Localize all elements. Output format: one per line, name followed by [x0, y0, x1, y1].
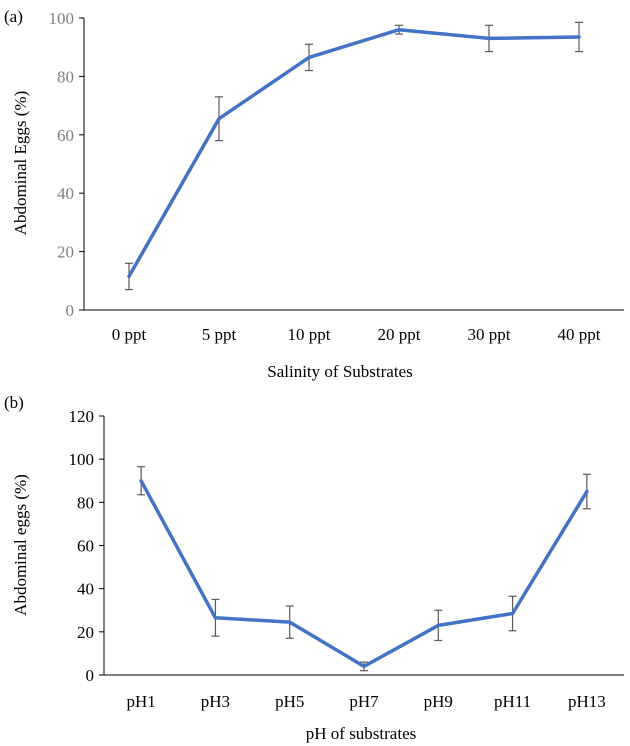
panel-a-error-bars [125, 21, 583, 291]
panel-a-x-tick-label: 30 ppt [468, 325, 511, 344]
panel-a-x-tick-label: 5 ppt [202, 325, 237, 344]
panel-b-x-tick-label: pH1 [127, 692, 156, 711]
panel-b-x-tick-label: pH13 [568, 692, 606, 711]
panel-b-label: (b) [4, 393, 24, 412]
panel-b-x-tick-label: pH3 [201, 692, 230, 711]
panel-b-x-tick-label: pH9 [424, 692, 453, 711]
panel-a-x-tick-label: 20 ppt [378, 325, 421, 344]
panel-b-y-tick-label: 20 [77, 623, 94, 642]
panel-a-y-tick-label: 0 [66, 301, 75, 320]
panel-a-x-tick-label: 40 ppt [558, 325, 601, 344]
panel-a-x-tick-label: 0 ppt [112, 325, 147, 344]
panel-a-x-axis-title: Salinity of Substrates [267, 362, 412, 381]
panel-b-error-bars [137, 466, 591, 672]
panel-b-y-tick-label: 100 [69, 450, 95, 469]
panel-a-y-axis-title: Abdominal Eggs (%) [11, 91, 30, 235]
panel-b-y-tick-label: 40 [77, 580, 94, 599]
panel-a-y-tick-label: 20 [57, 243, 74, 262]
panel-a-label: (a) [4, 7, 23, 26]
chart-panel-a: (a) 0 20 40 60 80 100 0 ppt 5 ppt 10 ppt 20 ppt 3… [4, 7, 624, 381]
panel-a-y-tick-label: 80 [57, 67, 74, 86]
panel-a-x-tick-label: 10 ppt [288, 325, 331, 344]
panel-a-x-ticks: 0 ppt 5 ppt 10 ppt 20 ppt 30 ppt 40 ppt [112, 325, 601, 344]
panel-b-y-axis-title: Abdominal eggs (%) [11, 474, 30, 616]
panel-b-x-axis-title: pH of substrates [306, 724, 416, 743]
panel-b-y-tick-label: 0 [86, 666, 95, 685]
panel-a-y-ticks: 0 20 40 60 80 100 [49, 9, 84, 320]
panel-a-y-tick-label: 100 [49, 9, 75, 28]
panel-b-y-tick-label: 60 [77, 537, 94, 556]
panel-b-x-ticks: pH1 pH3 pH5 pH7 pH9 pH11 pH13 [127, 692, 606, 711]
panel-a-series-line [127, 27, 581, 279]
panel-b-y-tick-label: 120 [69, 407, 95, 426]
panel-b-series-line [139, 479, 589, 669]
panel-a-y-tick-label: 60 [57, 126, 74, 145]
panel-b-y-tick-label: 80 [77, 493, 94, 512]
panel-a-y-tick-label: 40 [57, 184, 74, 203]
panel-b-x-tick-label: pH11 [494, 692, 531, 711]
panel-b-x-tick-label: pH5 [275, 692, 304, 711]
panel-b-y-ticks: 0 20 40 60 80 100 120 [69, 407, 104, 685]
panel-b-x-tick-label: pH7 [349, 692, 379, 711]
